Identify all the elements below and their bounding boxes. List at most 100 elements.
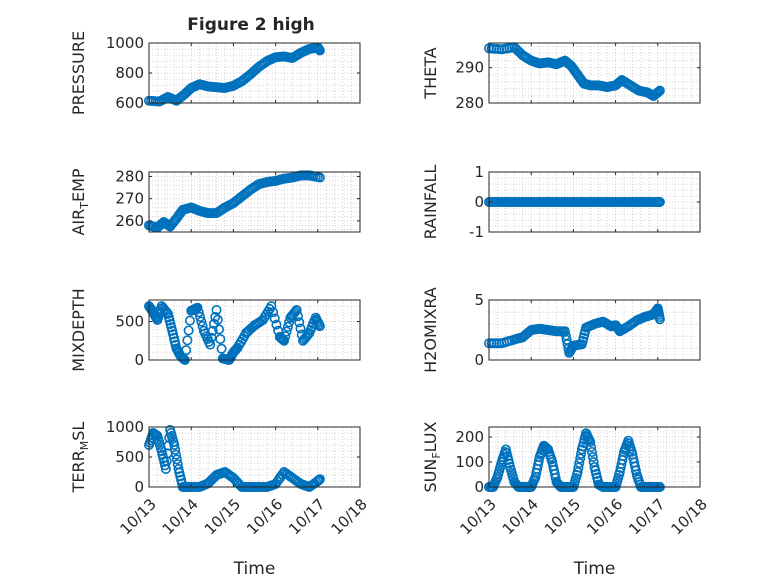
data-point bbox=[184, 315, 195, 326]
data-point bbox=[654, 85, 665, 96]
data-point bbox=[654, 314, 665, 325]
y-axis-label: MIXDEPTH bbox=[69, 288, 88, 371]
ticks bbox=[148, 172, 361, 232]
y-tick-label: 500 bbox=[115, 313, 144, 331]
figure-title: Figure 2 high bbox=[187, 15, 315, 35]
data-point bbox=[652, 87, 663, 98]
markers bbox=[144, 301, 325, 365]
y-tick-label: -1 bbox=[469, 223, 484, 241]
subplot-3: 260 270 280 AIRTEMP bbox=[69, 167, 361, 236]
data-point bbox=[205, 339, 216, 350]
data-point bbox=[314, 172, 325, 183]
y-axis-label-post: LUX bbox=[421, 421, 440, 452]
ticks bbox=[488, 43, 701, 104]
data-point bbox=[214, 324, 225, 335]
y-tick-label: 5 bbox=[474, 291, 484, 309]
y-tick-label: 0 bbox=[134, 478, 144, 496]
data-point bbox=[210, 311, 221, 322]
plot-area bbox=[489, 300, 700, 360]
y-axis-label-main: PRESSURE bbox=[69, 31, 88, 115]
data-point bbox=[294, 317, 305, 328]
data-point bbox=[215, 334, 226, 345]
data-point bbox=[574, 457, 585, 468]
ticks bbox=[148, 300, 361, 361]
y-axis-label: SUNFLUX bbox=[421, 421, 443, 492]
markers bbox=[483, 42, 665, 101]
x-axis-label: Time bbox=[573, 559, 616, 579]
data-point bbox=[575, 453, 586, 464]
y-tick-label: 290 bbox=[455, 59, 484, 77]
data-point bbox=[207, 325, 218, 336]
data-point bbox=[284, 317, 295, 328]
ticks bbox=[488, 171, 701, 233]
subplot-2: 280 290 THETA bbox=[421, 42, 701, 112]
subplot-7: 0500100010/1310/1410/1510/1610/1710/18Ti… bbox=[69, 418, 371, 579]
data-point bbox=[268, 307, 279, 318]
subplot-1: 600 800 1000 PRESSURE bbox=[69, 31, 361, 115]
y-tick-label: 100 bbox=[455, 453, 484, 471]
ticks bbox=[148, 42, 361, 104]
y-tick-label: 500 bbox=[115, 448, 144, 466]
data-point bbox=[280, 331, 291, 342]
data-point bbox=[282, 321, 293, 332]
y-axis-label: PRESSURE bbox=[69, 31, 88, 115]
axes-box bbox=[488, 299, 701, 361]
data-point bbox=[586, 446, 597, 457]
y-axis-label-main: RAINFALL bbox=[421, 165, 440, 240]
y-tick-label: 1000 bbox=[106, 34, 144, 52]
y-tick-label: 280 bbox=[115, 167, 144, 185]
y-axis-label: AIRTEMP bbox=[69, 168, 91, 235]
data-point bbox=[196, 316, 207, 327]
y-axis-label-main: THETA bbox=[421, 47, 440, 99]
y-axis-label: H2OMIXRA bbox=[421, 287, 440, 373]
y-axis-label-main: AIR bbox=[69, 209, 88, 236]
y-axis-label-sub: T bbox=[78, 202, 91, 210]
y-tick-label: 0 bbox=[134, 351, 144, 369]
y-tick-label: 270 bbox=[115, 190, 144, 208]
y-axis-label: TERRMSL bbox=[69, 422, 91, 494]
y-axis-label: THETA bbox=[421, 47, 440, 99]
data-point bbox=[572, 466, 583, 477]
data-point bbox=[181, 345, 192, 356]
data-point bbox=[630, 465, 641, 476]
y-axis-label-main: TERR bbox=[69, 450, 88, 493]
data-point bbox=[587, 451, 598, 462]
data-point bbox=[653, 86, 664, 97]
y-tick-label: 600 bbox=[115, 94, 144, 112]
y-tick-label: 280 bbox=[455, 94, 484, 112]
y-tick-label: 200 bbox=[455, 428, 484, 446]
y-tick-label: 260 bbox=[115, 212, 144, 230]
y-axis-label-sub: M bbox=[78, 441, 91, 451]
data-point bbox=[281, 326, 292, 337]
data-point bbox=[171, 449, 182, 460]
data-point bbox=[170, 444, 181, 455]
y-tick-label: 1000 bbox=[106, 418, 144, 436]
ticks bbox=[488, 299, 701, 361]
y-tick-label: 800 bbox=[115, 64, 144, 82]
data-point bbox=[314, 321, 325, 332]
data-point bbox=[573, 462, 584, 473]
y-axis-label-post: EMP bbox=[69, 168, 88, 202]
data-point bbox=[192, 302, 203, 313]
data-point bbox=[295, 323, 306, 334]
data-point bbox=[271, 319, 282, 330]
y-axis-label-main: SUN bbox=[421, 459, 440, 493]
data-point bbox=[314, 45, 325, 56]
data-point bbox=[161, 307, 172, 318]
data-point bbox=[279, 335, 290, 346]
data-point bbox=[269, 313, 280, 324]
markers bbox=[483, 303, 665, 358]
data-point bbox=[193, 307, 204, 318]
ticks bbox=[148, 426, 361, 488]
data-point bbox=[212, 314, 223, 325]
data-point bbox=[182, 335, 193, 346]
y-tick-label: 1 bbox=[474, 163, 484, 181]
data-point bbox=[169, 439, 180, 450]
y-axis-label-main: MIXDEPTH bbox=[69, 288, 88, 371]
y-axis-label-sub: F bbox=[430, 452, 443, 458]
axes-box bbox=[488, 42, 701, 104]
y-tick-label: 0 bbox=[474, 478, 484, 496]
axes-box bbox=[148, 299, 361, 361]
data-point bbox=[585, 436, 596, 447]
y-axis-label-post: SL bbox=[69, 422, 88, 441]
